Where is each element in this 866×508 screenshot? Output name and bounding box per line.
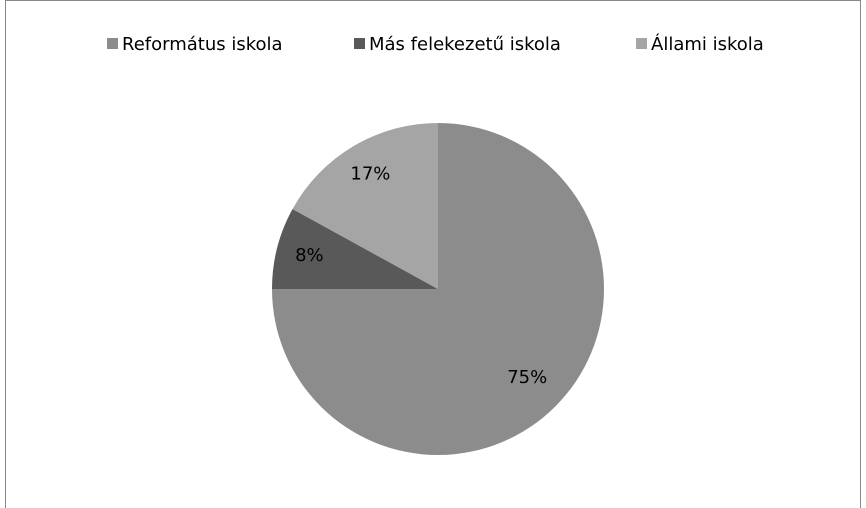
pie-slice xyxy=(272,209,438,289)
data-label: 75% xyxy=(507,367,547,388)
legend-label: Más felekezetű iskola xyxy=(369,34,561,55)
data-label: 17% xyxy=(350,164,390,185)
data-label: 8% xyxy=(295,245,324,266)
legend-swatch xyxy=(107,38,118,49)
pie-slice xyxy=(292,123,438,289)
legend-label: Állami iskola xyxy=(651,33,764,55)
legend-swatch xyxy=(636,38,647,49)
legend-label: Református iskola xyxy=(122,34,283,55)
legend-swatch xyxy=(354,38,365,49)
